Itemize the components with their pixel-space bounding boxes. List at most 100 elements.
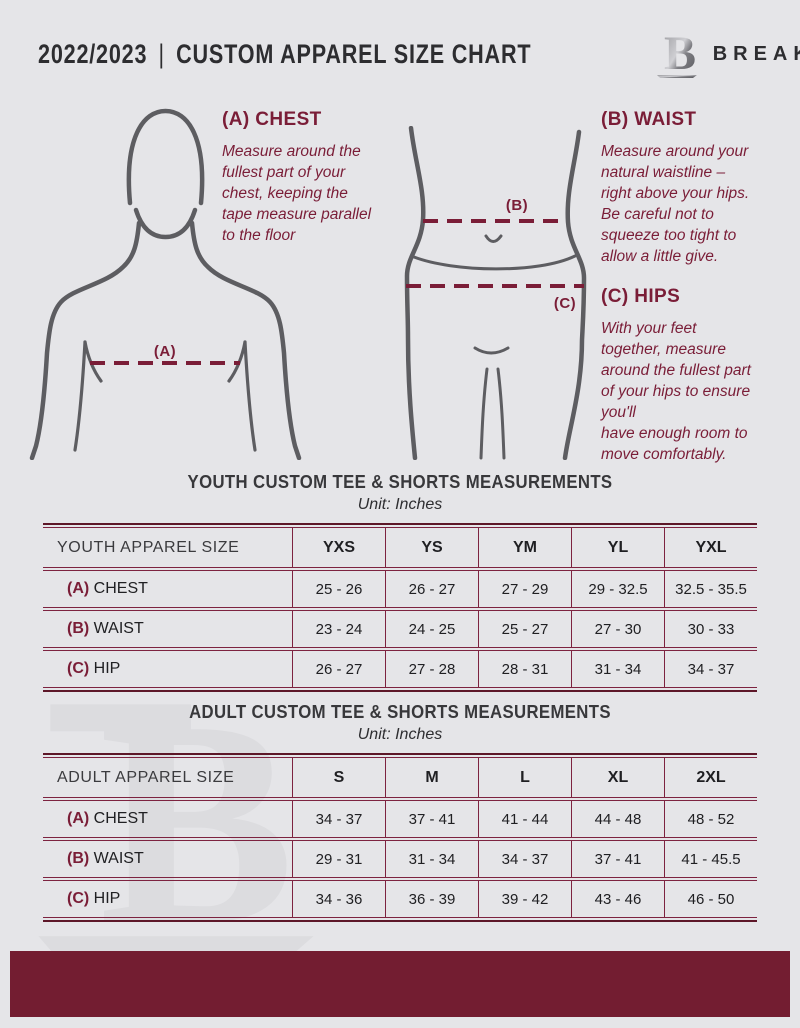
left-inner-leg — [479, 367, 489, 460]
hips-instruction: (C) HIPS With your feet together, measur… — [601, 286, 783, 466]
youth-chest-row: (A) CHEST 25 - 26 26 - 27 27 - 29 29 - 3… — [43, 570, 757, 608]
cell: 28 - 31 — [478, 650, 571, 688]
cell: 36 - 39 — [385, 880, 478, 918]
youth-hip-row: (C) HIP 26 - 27 27 - 28 28 - 31 31 - 34 … — [43, 650, 757, 688]
youth-header-ys: YS — [385, 527, 478, 568]
hips-text: With your feet together, measure around … — [601, 320, 751, 464]
waist-marker-label: (B) — [506, 197, 528, 214]
youth-waist-row: (B) WAIST 23 - 24 24 - 25 25 - 27 27 - 3… — [43, 610, 757, 648]
row-marker: (C) — [67, 890, 90, 907]
title-main: CUSTOM APPAREL SIZE CHART — [176, 38, 532, 69]
cell: 34 - 36 — [292, 880, 385, 918]
navel — [484, 234, 503, 243]
youth-header-yl: YL — [571, 527, 664, 568]
row-marker: (B) — [67, 850, 90, 867]
title-year: 2022/2023 — [38, 38, 148, 69]
row-label: (C) HIP — [43, 650, 292, 688]
cell: 34 - 37 — [478, 840, 571, 878]
cell: 39 - 42 — [478, 880, 571, 918]
row-marker: (C) — [67, 660, 90, 677]
row-label: (C) HIP — [43, 880, 292, 918]
youth-header-yxl: YXL — [664, 527, 757, 568]
cell: 27 - 28 — [385, 650, 478, 688]
adult-table-title: ADULT CUSTOM TEE & SHORTS MEASUREMENTS — [189, 702, 611, 722]
chin-outline — [133, 207, 198, 240]
cell: 29 - 31 — [292, 840, 385, 878]
cell: 31 - 34 — [385, 840, 478, 878]
cell: 26 - 27 — [385, 570, 478, 608]
adult-header-2xl: 2XL — [664, 757, 757, 798]
adult-header-l: L — [478, 757, 571, 798]
chest-text: Measure around the fullest part of your … — [222, 143, 372, 245]
title-divider: | — [158, 38, 165, 69]
adult-header-m: M — [385, 757, 478, 798]
adult-measurements-section: ADULT CUSTOM TEE & SHORTS MEASUREMENTS U… — [0, 702, 800, 922]
youth-table-title: YOUTH CUSTOM TEE & SHORTS MEASUREMENTS — [187, 472, 613, 492]
lower-body-figure: (B) (C) — [398, 125, 593, 465]
waist-instruction: (B) WAIST Measure around your natural wa… — [601, 109, 779, 267]
adult-waist-row: (B) WAIST 29 - 31 31 - 34 34 - 37 37 - 4… — [43, 840, 757, 878]
cell: 27 - 29 — [478, 570, 571, 608]
right-inner-leg — [496, 367, 506, 460]
page-header: 2022/2023 | CUSTOM APPAREL SIZE CHART B BR… — [38, 27, 800, 80]
youth-header-yxs: YXS — [292, 527, 385, 568]
adult-size-table: ADULT APPAREL SIZE S M L XL 2XL (A) CHES… — [43, 753, 757, 922]
footer-bar — [10, 951, 790, 1017]
hips-marker-label: (C) — [554, 295, 576, 312]
row-label-text: WAIST — [93, 620, 144, 637]
youth-header-label: YOUTH APPAREL SIZE — [43, 527, 292, 568]
cell: 30 - 33 — [664, 610, 757, 648]
cell: 41 - 45.5 — [664, 840, 757, 878]
adult-hip-row: (C) HIP 34 - 36 36 - 39 39 - 42 43 - 46 … — [43, 880, 757, 918]
row-label: (A) CHEST — [43, 570, 292, 608]
cell: 29 - 32.5 — [571, 570, 664, 608]
waistband-curve — [412, 254, 577, 271]
cell: 43 - 46 — [571, 880, 664, 918]
adult-header-label: ADULT APPAREL SIZE — [43, 757, 292, 798]
cell: 27 - 30 — [571, 610, 664, 648]
youth-header-row: YOUTH APPAREL SIZE YXS YS YM YL YXL — [43, 527, 757, 568]
row-label-text: WAIST — [93, 850, 144, 867]
youth-measurements-section: YOUTH CUSTOM TEE & SHORTS MEASUREMENTS U… — [0, 472, 800, 692]
waist-text: Measure around your natural waistline – … — [601, 143, 750, 266]
adult-header-xl: XL — [571, 757, 664, 798]
chest-marker-label: (A) — [154, 343, 176, 360]
adult-chest-row: (A) CHEST 34 - 37 37 - 41 41 - 44 44 - 4… — [43, 800, 757, 838]
cell: 25 - 26 — [292, 570, 385, 608]
row-marker: (A) — [67, 810, 90, 827]
adult-table-subtitle: Unit: Inches — [357, 726, 443, 743]
page-title: 2022/2023 | CUSTOM APPAREL SIZE CHART — [38, 39, 531, 70]
cell: 26 - 27 — [292, 650, 385, 688]
right-armpit-line — [243, 340, 257, 452]
youth-table-subtitle: Unit: Inches — [357, 496, 443, 513]
cell: 48 - 52 — [664, 800, 757, 838]
logo-letter: B — [664, 27, 696, 80]
right-shoulder-arm — [189, 220, 302, 461]
crotch-curve — [473, 346, 510, 355]
cell: 24 - 25 — [385, 610, 478, 648]
left-shoulder-arm — [29, 220, 142, 461]
left-armpit-line — [73, 340, 87, 452]
row-label: (B) WAIST — [43, 610, 292, 648]
brand-lockup: B BREAKAWAY — [655, 27, 800, 81]
cell: 37 - 41 — [571, 840, 664, 878]
cell: 44 - 48 — [571, 800, 664, 838]
breakaway-logo-icon: B — [656, 27, 697, 80]
cell: 32.5 - 35.5 — [664, 570, 757, 608]
brand-name: BREAKAWAY — [712, 42, 800, 65]
youth-size-table: YOUTH APPAREL SIZE YXS YS YM YL YXL (A) … — [43, 523, 757, 692]
upper-body-figure: (A) — [22, 106, 312, 465]
cell: 34 - 37 — [664, 650, 757, 688]
head-outline — [126, 108, 205, 206]
logo-bottom-bar — [656, 75, 697, 78]
row-label: (A) CHEST — [43, 800, 292, 838]
adult-header-s: S — [292, 757, 385, 798]
row-label-text: HIP — [93, 660, 121, 677]
cell: 37 - 41 — [385, 800, 478, 838]
cell: 34 - 37 — [292, 800, 385, 838]
cell: 23 - 24 — [292, 610, 385, 648]
upper-body-outline — [29, 108, 302, 461]
background-watermark: B — [26, 652, 326, 985]
row-label-text: CHEST — [93, 810, 148, 827]
